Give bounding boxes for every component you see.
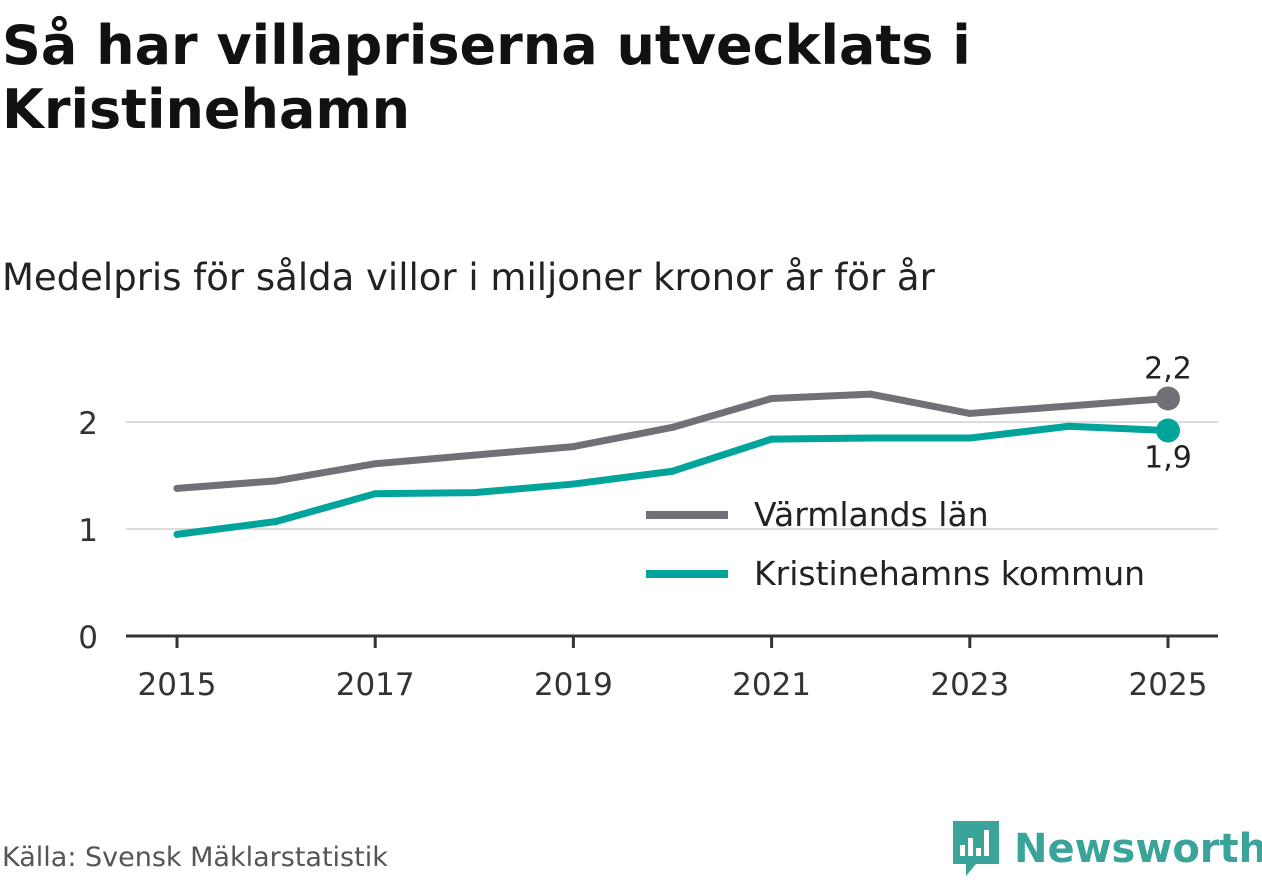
data-point	[173, 530, 181, 538]
x-tick-label: 2025	[1129, 667, 1208, 703]
legend-label: Värmlands län	[754, 495, 989, 534]
data-point	[569, 480, 577, 488]
data-point	[173, 484, 181, 492]
data-point	[1065, 422, 1073, 430]
data-point	[272, 518, 280, 526]
x-tick-label: 2021	[732, 667, 811, 703]
source-note: Källa: Svensk Mäklarstatistik	[2, 842, 388, 873]
data-point	[470, 451, 478, 459]
y-tick-label: 2	[78, 406, 98, 442]
legend-label: Kristinehamns kommun	[754, 554, 1145, 593]
data-point	[470, 489, 478, 497]
x-tick-label: 2015	[138, 667, 217, 703]
data-point	[371, 490, 379, 498]
series-end-marker	[1156, 418, 1180, 443]
data-point	[569, 443, 577, 451]
data-point	[966, 434, 974, 442]
data-point	[768, 435, 776, 443]
newsworthy-icon	[953, 821, 999, 876]
end-value-label: 2,2	[1144, 351, 1192, 386]
data-point	[272, 477, 280, 485]
x-tick-label: 2023	[930, 667, 1009, 703]
brand-name: Newsworthy	[1014, 826, 1262, 872]
data-point	[867, 434, 875, 442]
x-tick-label: 2019	[534, 667, 613, 703]
data-point	[966, 409, 974, 417]
end-value-label: 1,9	[1144, 441, 1192, 476]
data-point	[867, 390, 875, 398]
y-tick-label: 0	[78, 620, 98, 656]
series-end-marker	[1156, 386, 1180, 411]
newsworthy-logo: Newsworthy	[950, 818, 1262, 880]
chart-subtitle: Medelpris för sålda villor i miljoner kr…	[2, 256, 935, 299]
x-tick-label: 2017	[336, 667, 415, 703]
data-point	[669, 423, 676, 431]
data-point	[768, 394, 776, 402]
data-point	[669, 467, 676, 475]
data-point	[1065, 402, 1073, 410]
data-point	[371, 460, 379, 468]
y-tick-label: 1	[78, 513, 98, 549]
chart-title: Så har villapriserna utvecklats i Kristi…	[2, 14, 971, 141]
